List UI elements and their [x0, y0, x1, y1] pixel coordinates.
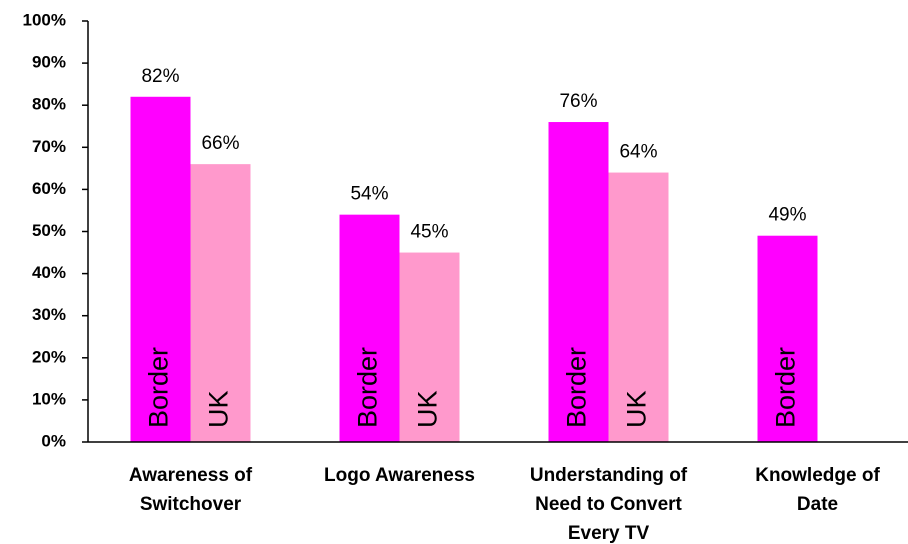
x-tick-label: Knowledge of Date	[755, 465, 880, 515]
series-label: Border	[144, 347, 174, 428]
y-tick-label: 20%	[32, 347, 66, 366]
value-label: 76%	[559, 91, 597, 112]
x-tick-label: Understanding of Need to Convert Every TV	[530, 465, 688, 544]
series-label: UK	[622, 390, 652, 428]
y-tick-label: 50%	[32, 221, 66, 240]
series-label: Border	[353, 347, 383, 428]
bar	[548, 122, 609, 442]
y-tick-label: 30%	[32, 305, 66, 324]
y-tick-label: 60%	[32, 179, 66, 198]
bar	[130, 96, 191, 442]
series-label: UK	[204, 390, 234, 428]
y-tick-label: 0%	[41, 431, 66, 450]
series-label: UK	[413, 390, 443, 428]
x-tick-label: Logo Awareness	[324, 465, 475, 486]
bar	[608, 172, 669, 442]
bar	[190, 164, 251, 442]
bar	[399, 252, 460, 442]
series-label: Border	[562, 347, 592, 428]
y-tick-label: 100%	[23, 10, 66, 29]
x-tick-label: Awareness of Switchover	[129, 465, 253, 515]
y-tick-label: 90%	[32, 53, 66, 72]
y-tick-label: 70%	[32, 137, 66, 156]
bar	[757, 235, 818, 442]
value-label: 82%	[141, 66, 179, 87]
y-tick-label: 80%	[32, 95, 66, 114]
value-label: 64%	[619, 142, 657, 163]
value-label: 45%	[410, 222, 448, 243]
y-tick-label: 10%	[32, 389, 66, 408]
y-tick-label: 40%	[32, 263, 66, 282]
value-label: 66%	[201, 133, 239, 154]
value-label: 54%	[350, 184, 388, 205]
value-label: 49%	[768, 205, 806, 226]
series-label: Border	[771, 347, 801, 428]
bar	[339, 214, 400, 442]
